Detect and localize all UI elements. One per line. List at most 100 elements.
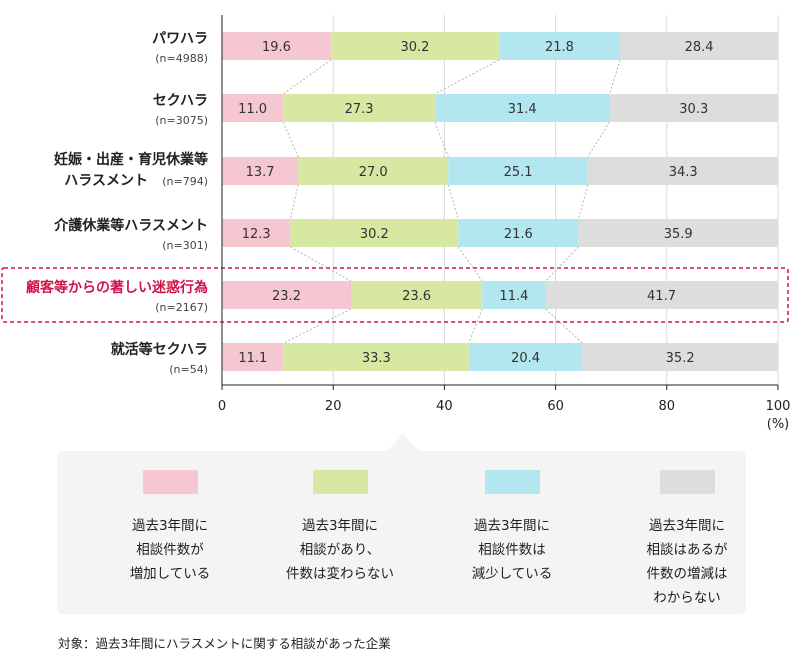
category-label: 顧客等からの著しい迷惑行為 <box>26 279 208 296</box>
bar-value-label: 30.3 <box>679 102 708 117</box>
bar-segment-1 <box>222 343 284 371</box>
connector-line <box>457 246 483 282</box>
legend-label: 過去3年間に 相談があり、 件数は変わらない <box>286 518 394 582</box>
bar-segment-4 <box>545 281 778 309</box>
bar-value-label: 31.4 <box>508 102 537 117</box>
x-tick-label: 100 <box>766 399 791 414</box>
legend-item: 過去3年間に 相談があり、 件数は変わらない <box>255 470 425 586</box>
bar-value-label: 11.0 <box>238 102 267 117</box>
legend-item: 過去3年間に 相談件数が 増加している <box>85 470 255 586</box>
connector-line <box>434 121 449 158</box>
connector-line <box>434 59 500 95</box>
bar-value-label: 25.1 <box>504 165 533 180</box>
bar-segment-4 <box>609 94 778 122</box>
bar-value-label: 11.4 <box>499 289 528 304</box>
category-n-label: (n=54) <box>169 363 208 376</box>
bar-segment-3 <box>482 281 546 309</box>
connector-line <box>545 246 579 282</box>
x-tick-label: 0 <box>218 399 226 414</box>
legend-label: 過去3年間に 相談はあるが 件数の増減は わからない <box>646 518 728 606</box>
category-n-label: (n=794) <box>162 175 208 188</box>
bar-segment-3 <box>498 32 621 60</box>
category-label: 就活等セクハラ <box>111 341 208 358</box>
bar-segment-4 <box>578 219 778 247</box>
legend-label: 過去3年間に 相談件数は 減少している <box>471 518 553 582</box>
bar-value-label: 12.3 <box>242 227 271 242</box>
legend: 過去3年間に 相談件数が 増加している 過去3年間に 相談があり、 件数は変わらな… <box>57 451 746 614</box>
bar-segment-2 <box>350 281 483 309</box>
category-n-label: (n=301) <box>162 239 208 252</box>
bar-segment-2 <box>290 219 459 247</box>
connector-line <box>577 184 589 220</box>
bar-segment-2 <box>298 157 449 185</box>
bar-segment-1 <box>222 157 299 185</box>
bar-value-label: 35.9 <box>664 227 693 242</box>
bar-value-label: 23.6 <box>402 289 431 304</box>
bar-segment-4 <box>587 157 779 185</box>
bar-value-label: 11.1 <box>238 351 267 366</box>
stacked-bar-chart: 19.6 30.2 21.8 28.4 パワハラ (n=4988) 11.0 27.3 31.4… <box>1 15 791 432</box>
category-label: セクハラ <box>153 93 208 109</box>
highlight-box <box>1 267 789 323</box>
connector-line <box>290 246 352 282</box>
connector-line <box>545 308 583 344</box>
bar-segment-1 <box>222 32 331 60</box>
bar-segment-2 <box>330 32 499 60</box>
bar-value-label: 23.2 <box>272 289 301 304</box>
bar-segment-3 <box>434 94 610 122</box>
bar-value-label: 21.8 <box>545 40 574 55</box>
bar-value-label: 41.7 <box>647 289 676 304</box>
x-tick-label: 80 <box>659 399 676 414</box>
connector-line <box>468 308 483 344</box>
bar-segment-1 <box>222 281 351 309</box>
category-n-label: (n=4988) <box>155 52 208 65</box>
legend-item: 過去3年間に 相談件数は 減少している <box>427 470 597 586</box>
connector-line <box>447 184 459 220</box>
connector-line <box>283 308 352 344</box>
bar-segment-1 <box>222 94 284 122</box>
legend-label: 過去3年間に 相談件数が 増加している <box>129 518 211 582</box>
legend-swatch <box>142 470 198 494</box>
bar-value-label: 13.7 <box>246 165 275 180</box>
bar-value-label: 27.3 <box>345 102 374 117</box>
bar-segment-3 <box>448 157 588 185</box>
category-n-label: (n=2167) <box>155 301 208 314</box>
x-tick-label: 40 <box>436 399 453 414</box>
x-tick-label: 60 <box>547 399 564 414</box>
connector-line <box>289 184 299 220</box>
bar-segment-3 <box>468 343 583 371</box>
legend-swatch <box>484 470 540 494</box>
x-unit-label: (%) <box>767 417 790 432</box>
bar-segment-2 <box>283 94 435 122</box>
connector-line <box>282 59 332 95</box>
legend-swatch <box>312 470 368 494</box>
legend-item: 過去3年間に 相談はあるが 件数の増減は わからない <box>602 470 772 610</box>
bar-value-label: 19.6 <box>262 40 291 55</box>
connector-line <box>587 121 610 158</box>
bar-value-label: 30.2 <box>360 227 389 242</box>
bar-segment-3 <box>458 219 579 247</box>
footnote: 対象：過去3年間にハラスメントに関する相談があった企業 <box>58 636 391 651</box>
bar-segment-1 <box>222 219 291 247</box>
bar-segment-2 <box>283 343 469 371</box>
legend-pointer <box>386 434 420 452</box>
category-n-label: (n=3075) <box>155 114 208 127</box>
category-label: パワハラ <box>152 31 208 47</box>
category-label-line2: ハラスメント <box>64 173 148 189</box>
category-label: 介護休業等ハラスメント <box>53 217 208 234</box>
bar-value-label: 33.3 <box>362 351 391 366</box>
bar-value-label: 27.0 <box>359 165 388 180</box>
category-label: 妊娠・出産・育児休業等 <box>54 151 208 168</box>
bar-segment-4 <box>620 32 778 60</box>
bar-value-label: 20.4 <box>511 351 540 366</box>
connector-line <box>282 121 299 158</box>
bar-segment-4 <box>582 343 778 371</box>
bar-value-label: 28.4 <box>685 40 714 55</box>
legend-swatch <box>659 470 715 494</box>
bar-value-label: 34.3 <box>669 165 698 180</box>
connector-line <box>609 59 621 95</box>
bar-value-label: 21.6 <box>504 227 533 242</box>
x-tick-label: 20 <box>325 399 342 414</box>
bar-value-label: 35.2 <box>666 351 695 366</box>
bar-value-label: 30.2 <box>400 40 429 55</box>
